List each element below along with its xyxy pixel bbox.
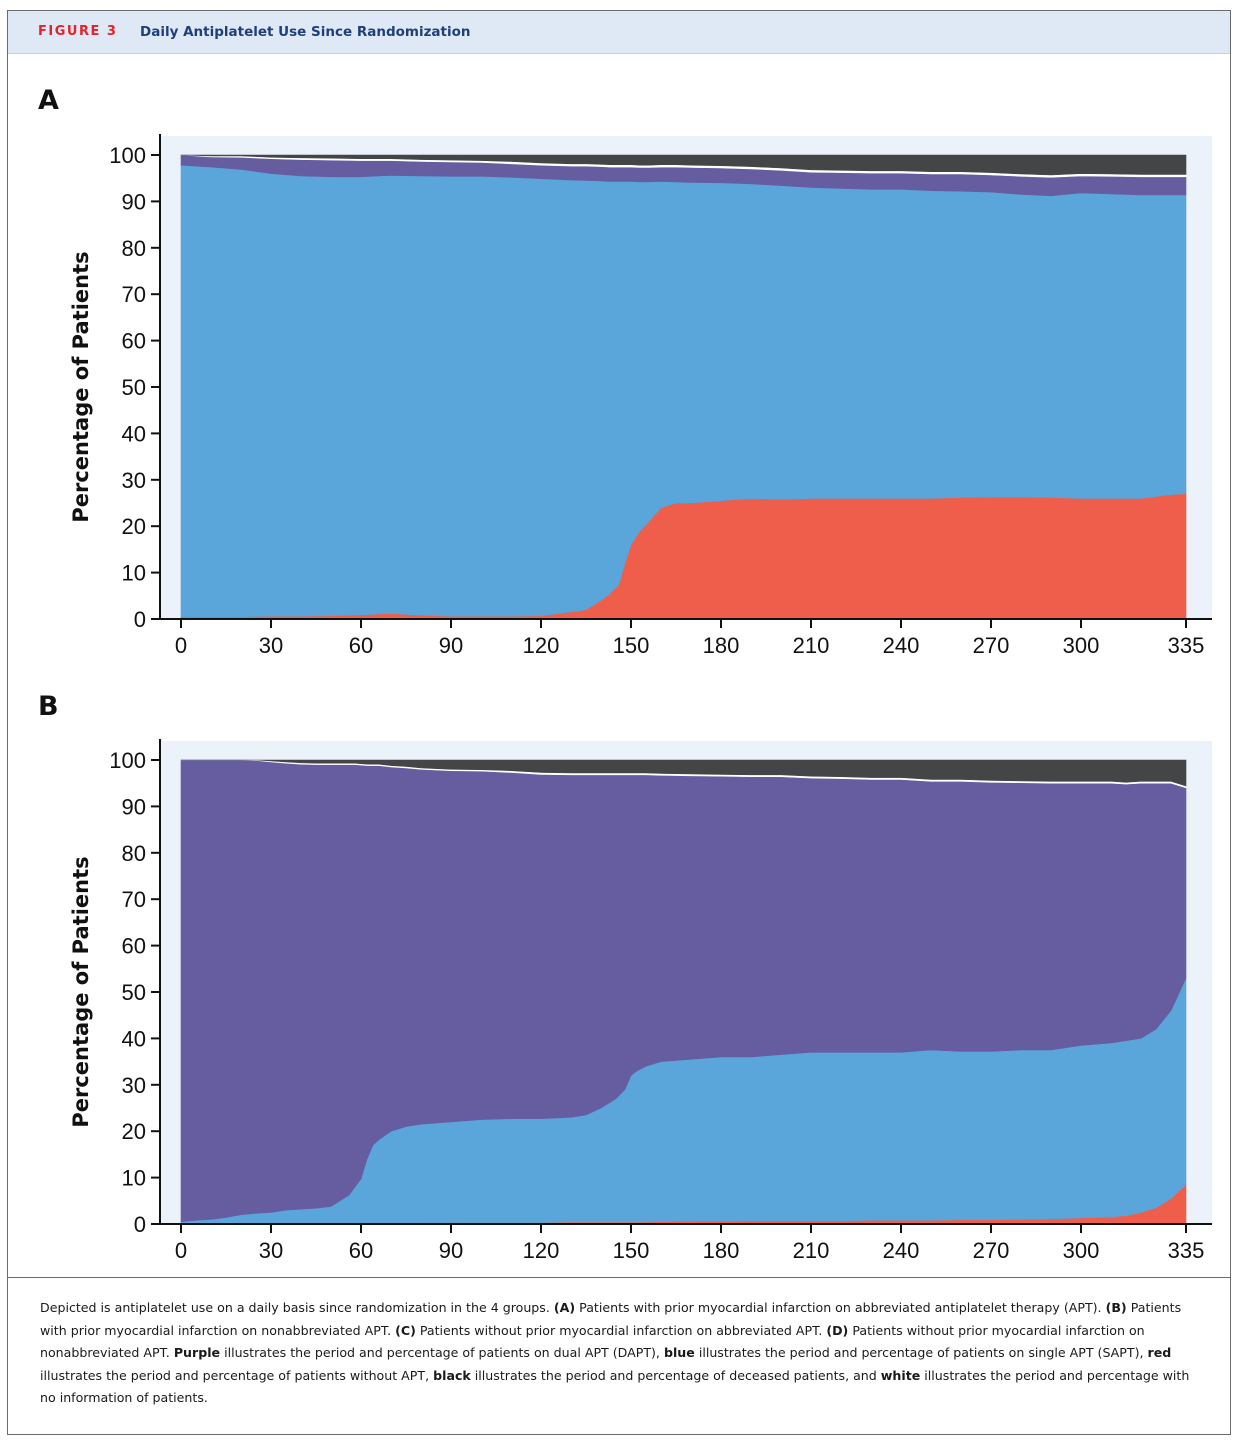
x-tick-label: 30: [259, 633, 283, 658]
caption-c-label: (C): [395, 1322, 416, 1338]
x-tick-label: 210: [793, 633, 830, 658]
y-tick-label: 10: [122, 561, 146, 586]
y-tick-label: 40: [122, 1026, 146, 1051]
caption-a-label: (A): [553, 1300, 576, 1315]
x-tick-label: 120: [523, 633, 560, 658]
y-tick-label: 20: [122, 514, 146, 539]
caption-a-text: Patients with prior myocardial infarctio…: [579, 1300, 1102, 1315]
y-tick-label: 80: [122, 841, 146, 866]
caption-c-text: Patients without prior myocardial infarc…: [419, 1322, 823, 1338]
caption-purple-text: illustrates the period and percentage of…: [224, 1345, 660, 1360]
x-tick-label: 335: [1168, 1238, 1205, 1263]
chart-panel-b: 0 10 20 30 40 50 60 70 80 90 100 0 30 60 90 120 150 180 21…: [69, 739, 1212, 1263]
y-tick-label: 90: [122, 189, 146, 214]
figure-title: Daily Antiplatelet Use Since Randomizati…: [140, 24, 471, 40]
caption-b-text: Patients with prior myocardial infarctio…: [40, 1300, 1182, 1338]
x-tick-label: 60: [349, 633, 373, 658]
caption-black-word: black: [433, 1367, 471, 1383]
y-tick-label: 50: [122, 375, 146, 400]
y-tick-label: 60: [122, 934, 146, 959]
caption-purple-word: Purple: [173, 1345, 221, 1360]
caption-red-word: red: [1147, 1345, 1172, 1360]
x-tick-label: 90: [439, 633, 463, 658]
y-tick-label: 70: [122, 282, 146, 307]
y-tick-label: 50: [122, 980, 146, 1005]
y-tick-label: 0: [134, 1212, 146, 1237]
x-tick-label: 90: [439, 1238, 463, 1263]
panel-a-letter: A: [38, 85, 59, 116]
area-series-black: [181, 759, 1187, 787]
x-tick-label: 150: [613, 633, 650, 658]
caption-white-text: illustrates the period and percentage wi…: [40, 1367, 1190, 1406]
x-tick-label: 240: [883, 1238, 920, 1263]
caption-b-label: (B): [1105, 1300, 1127, 1315]
y-tick-label: 30: [122, 1073, 146, 1098]
y-axis-label: Percentage of Patients: [69, 251, 93, 522]
caption-red-text: illustrates the period and percentage of…: [40, 1367, 430, 1383]
x-tick-label: 0: [175, 633, 187, 658]
y-tick-label: 20: [122, 1119, 146, 1144]
caption-blue-word: blue: [663, 1345, 695, 1360]
y-tick-label: 80: [122, 236, 146, 261]
x-tick-label: 150: [613, 1238, 650, 1263]
x-tick-label: 335: [1168, 633, 1205, 658]
y-tick-label: 90: [122, 794, 146, 819]
x-tick-label: 240: [883, 633, 920, 658]
x-tick-label: 30: [259, 1238, 283, 1263]
caption-blue-text: illustrates the period and percentage of…: [698, 1345, 1144, 1360]
caption-black-text: illustrates the period and percentage of…: [474, 1367, 877, 1383]
area-series-black: [180, 154, 1187, 176]
y-tick-label: 40: [122, 421, 146, 446]
y-tick-label: 10: [122, 1166, 146, 1191]
y-tick-label: 30: [122, 468, 146, 493]
x-tick-label: 270: [973, 633, 1010, 658]
figure-header: FIGURE 3 Daily Antiplatelet Use Since Ra…: [8, 11, 1230, 54]
caption-d-text: Patients without prior myocardial infarc…: [40, 1322, 1145, 1361]
x-tick-label: 270: [973, 1238, 1010, 1263]
y-tick-label: 0: [134, 607, 146, 632]
x-tick-label: 120: [523, 1238, 560, 1263]
figure-label: FIGURE 3: [38, 24, 118, 39]
panel-b-letter: B: [38, 691, 59, 722]
caption-divider: [8, 1277, 1230, 1278]
y-tick-label: 100: [109, 143, 146, 168]
y-tick-label: 100: [109, 748, 146, 773]
x-tick-label: 60: [349, 1238, 373, 1263]
y-axis-label: Percentage of Patients: [69, 856, 93, 1127]
chart-panel-a: 0 10 20 30 40 50 60 70 80 90 100 0 30 60 90 120 150 180 21…: [69, 134, 1212, 658]
y-tick-label: 70: [122, 887, 146, 912]
figure-caption: Depicted is antiplatelet use on a daily …: [40, 1297, 1205, 1410]
caption-intro: Depicted is antiplatelet use on a daily …: [40, 1300, 550, 1315]
x-tick-label: 180: [703, 1238, 740, 1263]
x-tick-label: 300: [1063, 633, 1100, 658]
x-tick-label: 300: [1063, 1238, 1100, 1263]
x-tick-label: 180: [703, 633, 740, 658]
caption-d-label: (D): [826, 1322, 849, 1338]
caption-white-word: white: [880, 1367, 921, 1383]
figure-frame: FIGURE 3 Daily Antiplatelet Use Since Ra…: [7, 10, 1231, 1435]
x-tick-label: 210: [793, 1238, 830, 1263]
x-tick-label: 0: [175, 1238, 187, 1263]
y-tick-label: 60: [122, 329, 146, 354]
